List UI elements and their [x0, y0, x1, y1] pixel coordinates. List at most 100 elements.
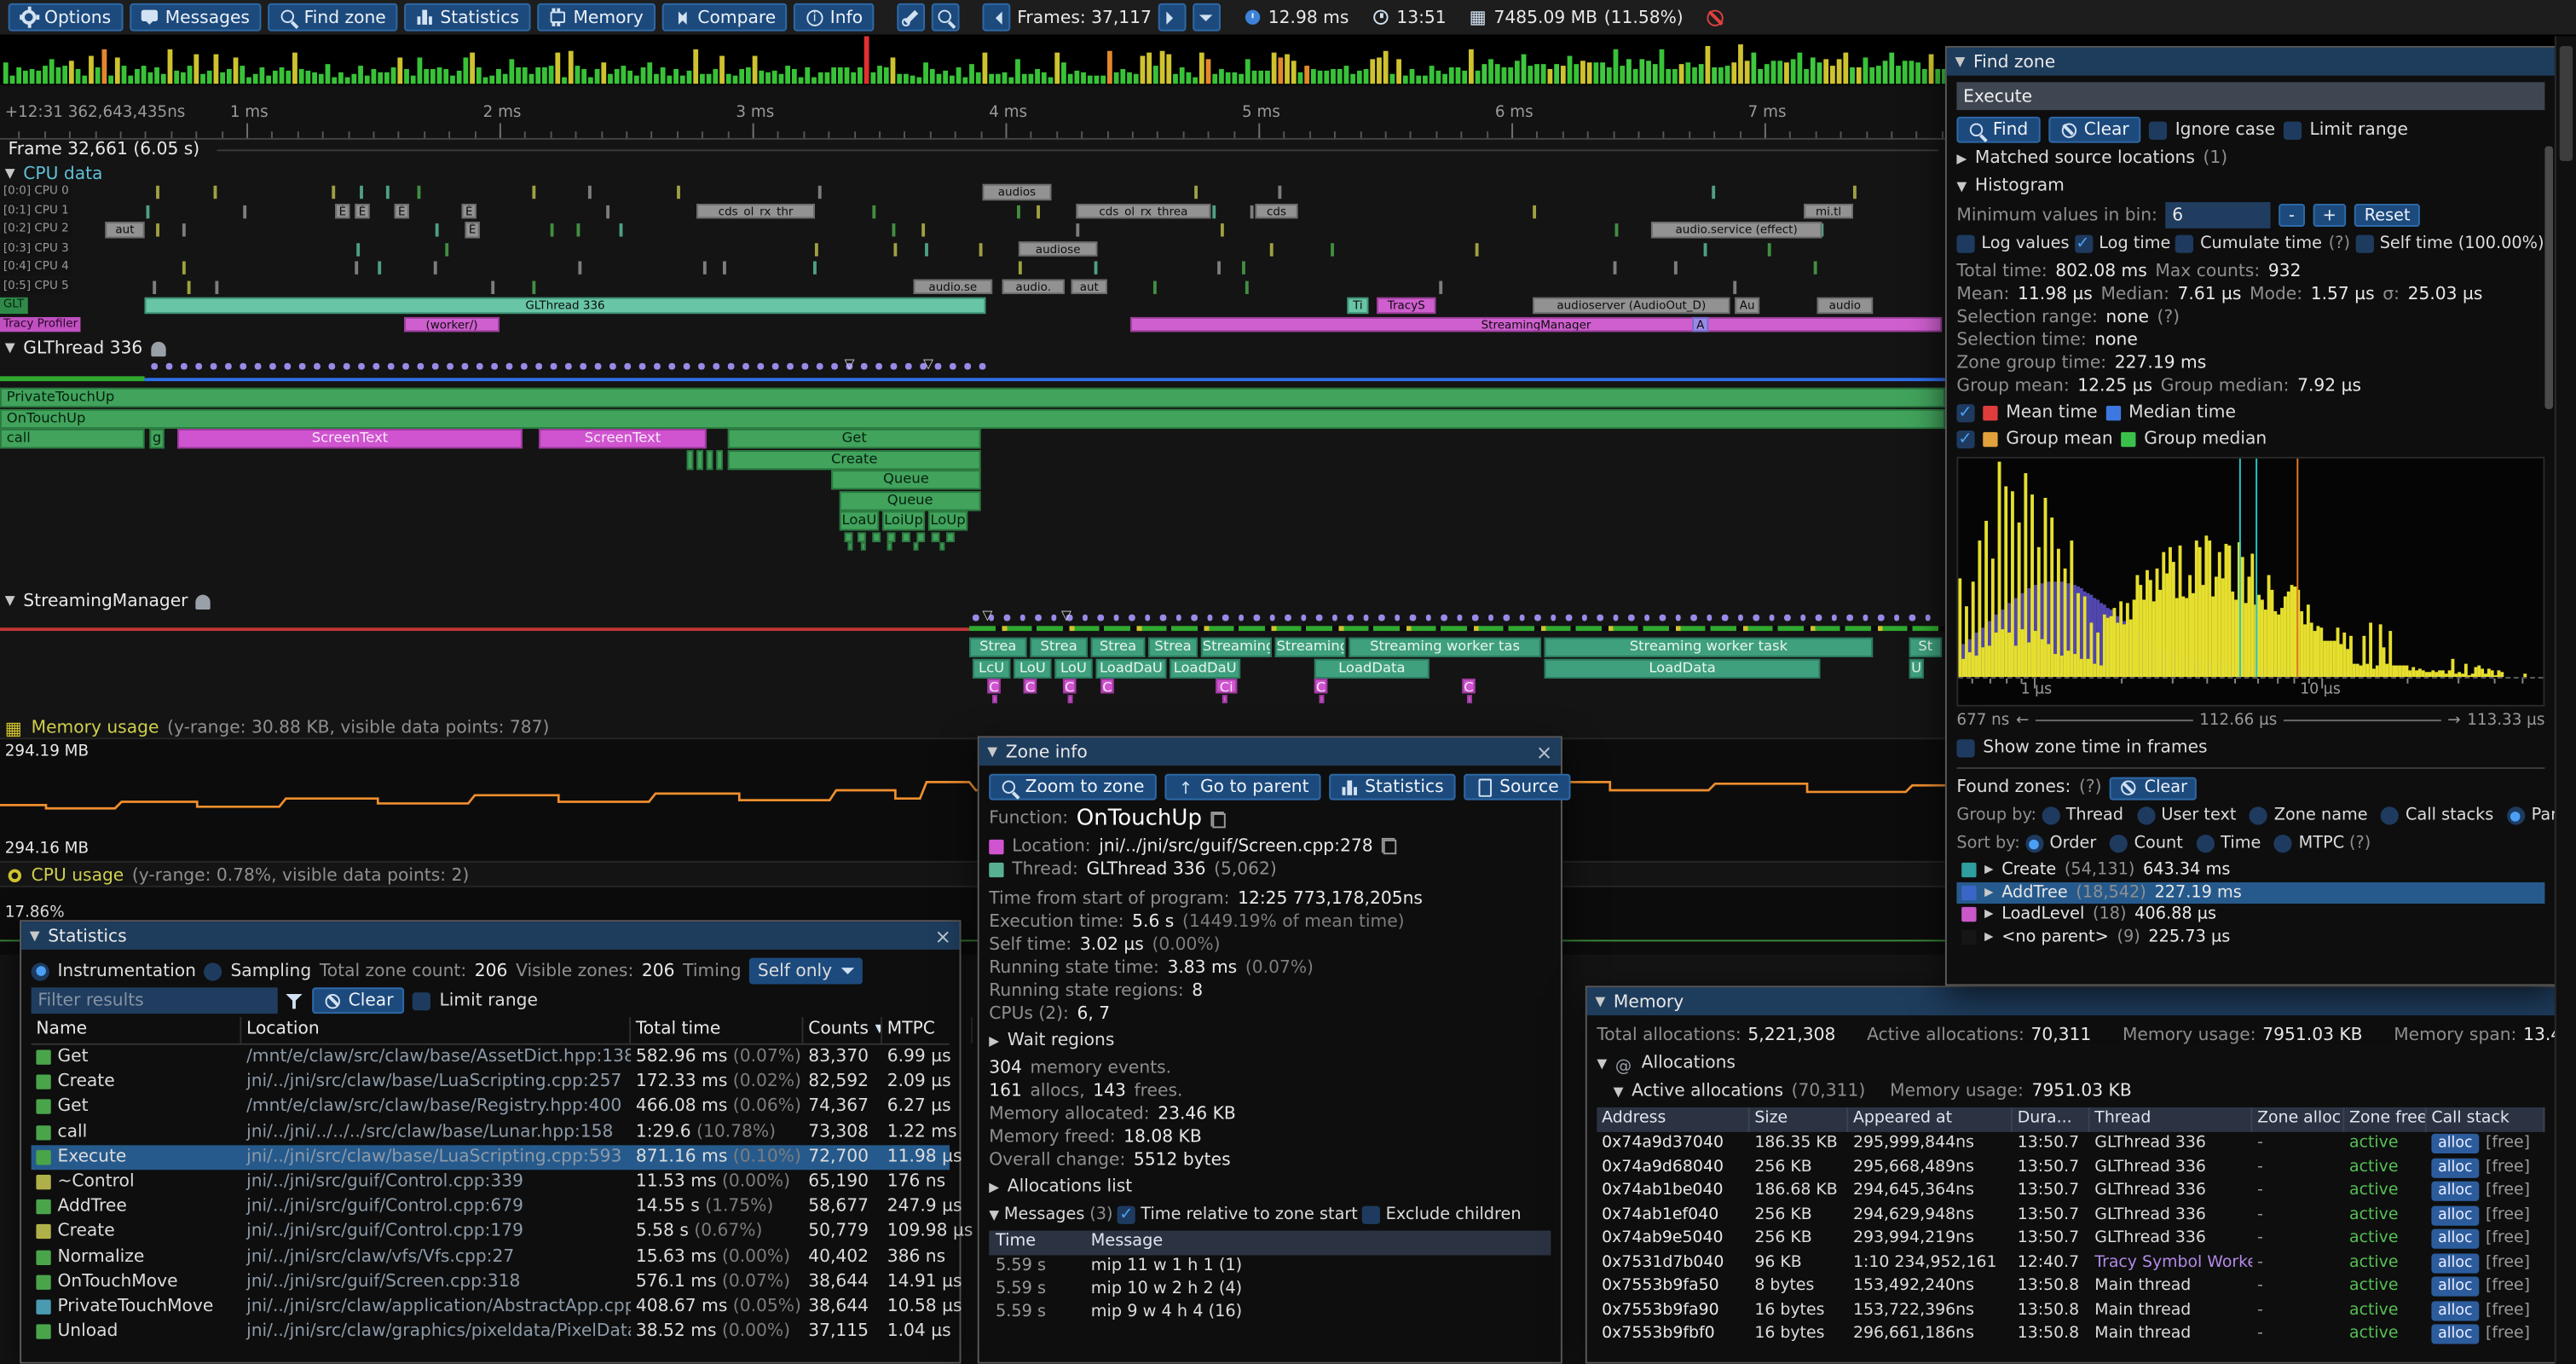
- alloc-callstack-button[interactable]: alloc: [2431, 1181, 2480, 1201]
- stats-row[interactable]: OnTouchMove jni/../jni/src/guif/Screen.cp…: [32, 1269, 962, 1294]
- column-header[interactable]: Zone alloc: [2252, 1107, 2345, 1132]
- group-by-parent-radio[interactable]: [2506, 806, 2525, 825]
- group-by-thread-radio[interactable]: [2041, 806, 2059, 825]
- stats-row[interactable]: Get/mnt/e/claw/src/claw/base/Registry.hp…: [32, 1095, 951, 1119]
- column-header[interactable]: Zone free: [2344, 1107, 2427, 1132]
- expand-icon[interactable]: ▶: [1956, 151, 1967, 166]
- toolbar-messages-button[interactable]: Messages: [129, 3, 262, 32]
- close-icon[interactable]: ×: [1535, 740, 1553, 764]
- zone[interactable]: OnTouchUp: [0, 407, 1945, 429]
- zone[interactable]: LoU: [1014, 657, 1052, 679]
- timing-select[interactable]: Self only: [749, 957, 863, 985]
- scrollbar[interactable]: [2554, 36, 2576, 1364]
- zone[interactable]: g: [149, 429, 165, 449]
- toolbar-statistics-button[interactable]: Statistics: [403, 3, 531, 32]
- cpu-graph-header[interactable]: CPU usage (y-range: 0.78%, visible data …: [5, 866, 1944, 886]
- zone[interactable]: [696, 449, 703, 470]
- expand-icon[interactable]: ▶: [1984, 885, 1994, 899]
- zone[interactable]: [1467, 694, 1472, 702]
- source-location[interactable]: jni/../jni/src/guif/Screen.cpp:278: [1099, 835, 1373, 857]
- clear-found-button[interactable]: Clear: [2110, 776, 2198, 800]
- message-row[interactable]: 5.59 s mip 9 w 4 h 4 (16): [995, 1302, 1243, 1321]
- alloc-callstack-button[interactable]: alloc: [2431, 1252, 2480, 1273]
- zone[interactable]: [716, 449, 724, 470]
- cpu-zone[interactable]: É: [461, 203, 477, 219]
- legend-checkbox[interactable]: [1956, 400, 1975, 425]
- column-header[interactable]: Size: [1750, 1107, 1849, 1132]
- column-header[interactable]: Dura...: [2013, 1107, 2090, 1132]
- filter-input[interactable]: [31, 987, 278, 1014]
- cpu-zone[interactable]: Ti: [1347, 297, 1369, 314]
- group-by-user-text-radio[interactable]: [2136, 806, 2155, 825]
- memory-graph-header[interactable]: Memory usage (y-range: 30.88 KB, visible…: [5, 718, 1944, 737]
- log-values-checkbox[interactable]: [1956, 234, 1975, 253]
- allocation-row[interactable]: 0x7553b9fa90 16 bytes 153,722,396ns 13:50.8…: [1602, 1300, 2530, 1321]
- zone[interactable]: U: [1909, 657, 1924, 679]
- cpu-zone[interactable]: audio.service (effect): [1650, 222, 1822, 238]
- cpu-zone[interactable]: (worker/): [404, 316, 500, 332]
- cpu-zone[interactable]: StreamingManager: [1129, 316, 1943, 332]
- column-header[interactable]: Name: [32, 1016, 242, 1043]
- show-zone-time-checkbox[interactable]: [1956, 739, 1975, 758]
- frame-marker-icon[interactable]: ▽: [1061, 608, 1071, 623]
- cpu-zone[interactable]: cds_ol_rx_threa: [1076, 203, 1211, 219]
- scrollbar[interactable]: [2544, 146, 2554, 409]
- cpu-zone[interactable]: Au: [1735, 297, 1760, 314]
- statistics-titlebar[interactable]: ▼ Statistics ×: [21, 922, 960, 950]
- zone[interactable]: Strea: [1090, 637, 1146, 657]
- column-header[interactable]: Total time: [631, 1016, 804, 1043]
- time-relative-checkbox[interactable]: [1118, 1203, 1136, 1228]
- allocation-row[interactable]: 0x74ab9e5040 256 KB 293,994,219ns 13:50.7 GL…: [1602, 1228, 2530, 1249]
- zone[interactable]: Streaming: [1274, 637, 1346, 657]
- min-bin-input[interactable]: [2165, 202, 2271, 228]
- collapse-icon[interactable]: ▼: [987, 744, 998, 760]
- group-by-call-stacks-radio[interactable]: [2381, 806, 2400, 825]
- zone[interactable]: [1319, 694, 1325, 702]
- zone-time-histogram[interactable]: 1 µs 10 µs: [1956, 456, 2545, 707]
- found-zone-group[interactable]: ▶ Create (54,131) 643.34 ms: [1956, 859, 2544, 881]
- zone[interactable]: [931, 531, 940, 542]
- frame-marker-icon[interactable]: ▽: [923, 356, 934, 372]
- cpu-zone[interactable]: aut: [1071, 278, 1108, 294]
- zone[interactable]: Streaming worker tas: [1349, 637, 1541, 657]
- close-icon[interactable]: ×: [934, 924, 951, 948]
- streaming-message-dots[interactable]: ▽ ▽: [0, 608, 2556, 624]
- expand-icon[interactable]: ▶: [1984, 907, 1994, 921]
- cpu-zone[interactable]: audioserver (AudioOut_D): [1533, 297, 1730, 314]
- cpu-zone[interactable]: cds: [1255, 203, 1298, 219]
- cpu-zone[interactable]: É: [335, 203, 350, 219]
- zone[interactable]: ScreenText: [177, 429, 523, 449]
- zone[interactable]: [872, 531, 881, 542]
- zone[interactable]: [847, 542, 853, 551]
- expand-icon[interactable]: ▶: [1984, 929, 1994, 943]
- zone[interactable]: [916, 531, 926, 542]
- alloc-callstack-button[interactable]: alloc: [2431, 1300, 2480, 1321]
- function-name[interactable]: OnTouchUp: [1076, 805, 1203, 832]
- frame-marker-icon[interactable]: ▽: [844, 356, 855, 372]
- stats-row[interactable]: Unload jni/../jni/src/claw/graphics/pixel…: [32, 1320, 951, 1344]
- frame-list-button[interactable]: [1193, 3, 1221, 32]
- matched-locations-toggle[interactable]: Matched source locations: [1974, 147, 2195, 168]
- zone[interactable]: [1067, 694, 1073, 702]
- cpu-data-header[interactable]: ▼ CPU data: [5, 165, 1944, 184]
- next-frame-button[interactable]: [1158, 3, 1187, 32]
- zone[interactable]: C: [1062, 678, 1077, 694]
- stats-row[interactable]: Create jni/../jni/src/guif/Control.cpp:17…: [32, 1220, 973, 1245]
- stats-row[interactable]: Get/mnt/e/claw/src/claw/base/AssetDict.h…: [32, 1045, 951, 1070]
- collapse-icon[interactable]: ▼: [1955, 54, 1966, 69]
- stats-row[interactable]: Normalize jni/../jni/src/claw/vfs/Vfs.cpp…: [32, 1245, 950, 1269]
- find-zone-titlebar[interactable]: ▼ Find zone: [1946, 47, 2555, 76]
- zone[interactable]: C: [987, 678, 1001, 694]
- zone[interactable]: [992, 694, 997, 702]
- alloc-callstack-button[interactable]: alloc: [2431, 1157, 2480, 1177]
- column-header[interactable]: Location: [241, 1016, 632, 1043]
- cpu-zone[interactable]: mi.tl: [1804, 203, 1853, 219]
- sort-by-count-radio[interactable]: [2109, 835, 2128, 853]
- zone[interactable]: Queue: [839, 490, 981, 511]
- glthread-message-dots[interactable]: ▽ ▽: [0, 356, 2556, 373]
- cpu-zone[interactable]: É: [465, 222, 480, 238]
- alloc-callstack-button[interactable]: alloc: [2431, 1228, 2480, 1249]
- sampling-radio[interactable]: [204, 962, 222, 980]
- cpu-zone[interactable]: audio.se: [913, 278, 993, 294]
- zone[interactable]: C: [1023, 678, 1037, 694]
